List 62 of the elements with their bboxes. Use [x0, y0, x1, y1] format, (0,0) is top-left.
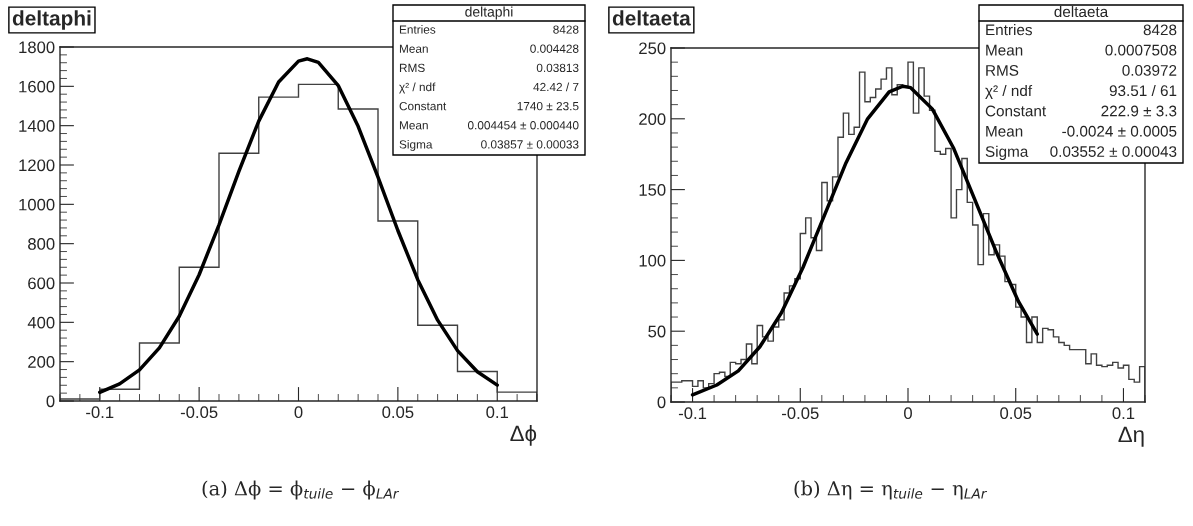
- annotation: 93.51 / 61: [1109, 84, 1177, 97]
- text: (a) Δϕ = ϕ$_{tuile}$ − ϕ$_{LAr}$: [202, 480, 400, 500]
- annotation: RMS: [986, 65, 1019, 76]
- y-tick-label: 1600: [19, 80, 55, 93]
- annotation: 1740 ± 23.5: [517, 101, 579, 111]
- text: (b) Δη = η$_{tuile}$ − η$_{LAr}$: [794, 480, 988, 500]
- annotation: Mean: [986, 126, 1023, 137]
- y-tick-label: 1000: [19, 198, 55, 211]
- annotation: 0.004428: [530, 44, 579, 53]
- y-tick-label: 0: [46, 395, 55, 408]
- y-tick-label: 50: [648, 325, 666, 338]
- y-tick-label: 100: [639, 254, 666, 267]
- annotation: Mean: [399, 121, 428, 130]
- annotation: Mean: [399, 44, 428, 53]
- annotation: 222.9 ± 3.3: [1101, 105, 1177, 117]
- text: deltaeta: [1054, 5, 1109, 18]
- y-tick-label: 600: [28, 277, 55, 290]
- y-tick-label: 0: [657, 396, 666, 409]
- y-tick-label: 200: [639, 113, 666, 125]
- x-tick-label: 0: [904, 407, 912, 420]
- x-tick-label: -0.1: [678, 407, 707, 420]
- x-tick-label: -0.1: [86, 406, 114, 419]
- annotation: Sigma: [399, 139, 433, 151]
- annotation: 0.004454 ± 0.000440: [467, 121, 579, 130]
- chart-title: deltaeta: [612, 10, 691, 26]
- annotation: -0.0024 ± 0.0005: [1062, 125, 1177, 137]
- text: 8428: [1143, 24, 1177, 36]
- x-tick-label: 0: [294, 406, 303, 419]
- text: 8428: [553, 25, 579, 34]
- x-axis-title: Δη: [1118, 426, 1144, 447]
- x-tick-label: 0.1: [486, 406, 509, 419]
- x-axis-title: Δϕ: [510, 425, 537, 446]
- y-tick-label: 200: [28, 356, 55, 368]
- y-tick-label: 400: [27, 316, 55, 329]
- x-tick-label: 0.1: [1112, 407, 1135, 420]
- annotation: Constant: [985, 105, 1047, 117]
- annotation: Mean: [986, 44, 1023, 56]
- annotation: Constant: [399, 101, 447, 111]
- annotation: 42.42 / 7: [533, 82, 579, 92]
- annotation: Sigma: [985, 145, 1029, 160]
- annotation: 0.0007508: [1105, 44, 1177, 56]
- y-tick-label: 250: [639, 42, 666, 55]
- annotation: χ² / ndf: [399, 82, 436, 94]
- text: Entries: [399, 25, 436, 34]
- x-tick-label: -0.05: [180, 406, 218, 419]
- y-tick-label: 1800: [19, 41, 55, 54]
- annotation: RMS: [399, 63, 425, 73]
- y-tick-label: 1200: [19, 159, 55, 172]
- text: deltaphi: [465, 6, 513, 20]
- annotation: 0.03552 ± 0.00043: [1050, 146, 1177, 157]
- text: Entries: [986, 24, 1032, 36]
- y-tick-label: 800: [28, 238, 55, 250]
- x-tick-label: 0.05: [1000, 407, 1032, 420]
- annotation: 0.03857 ± 0.00033: [481, 140, 579, 149]
- annotation: 0.03972: [1122, 65, 1177, 76]
- y-tick-label: 150: [639, 184, 666, 196]
- annotation: 0.03813: [536, 63, 579, 73]
- x-tick-label: -0.05: [782, 407, 819, 420]
- y-tick-label: 1400: [19, 120, 55, 132]
- annotation: χ² / ndf: [985, 84, 1033, 100]
- chart-title: deltaphi: [12, 10, 91, 30]
- x-tick-label: 0.05: [382, 406, 414, 419]
